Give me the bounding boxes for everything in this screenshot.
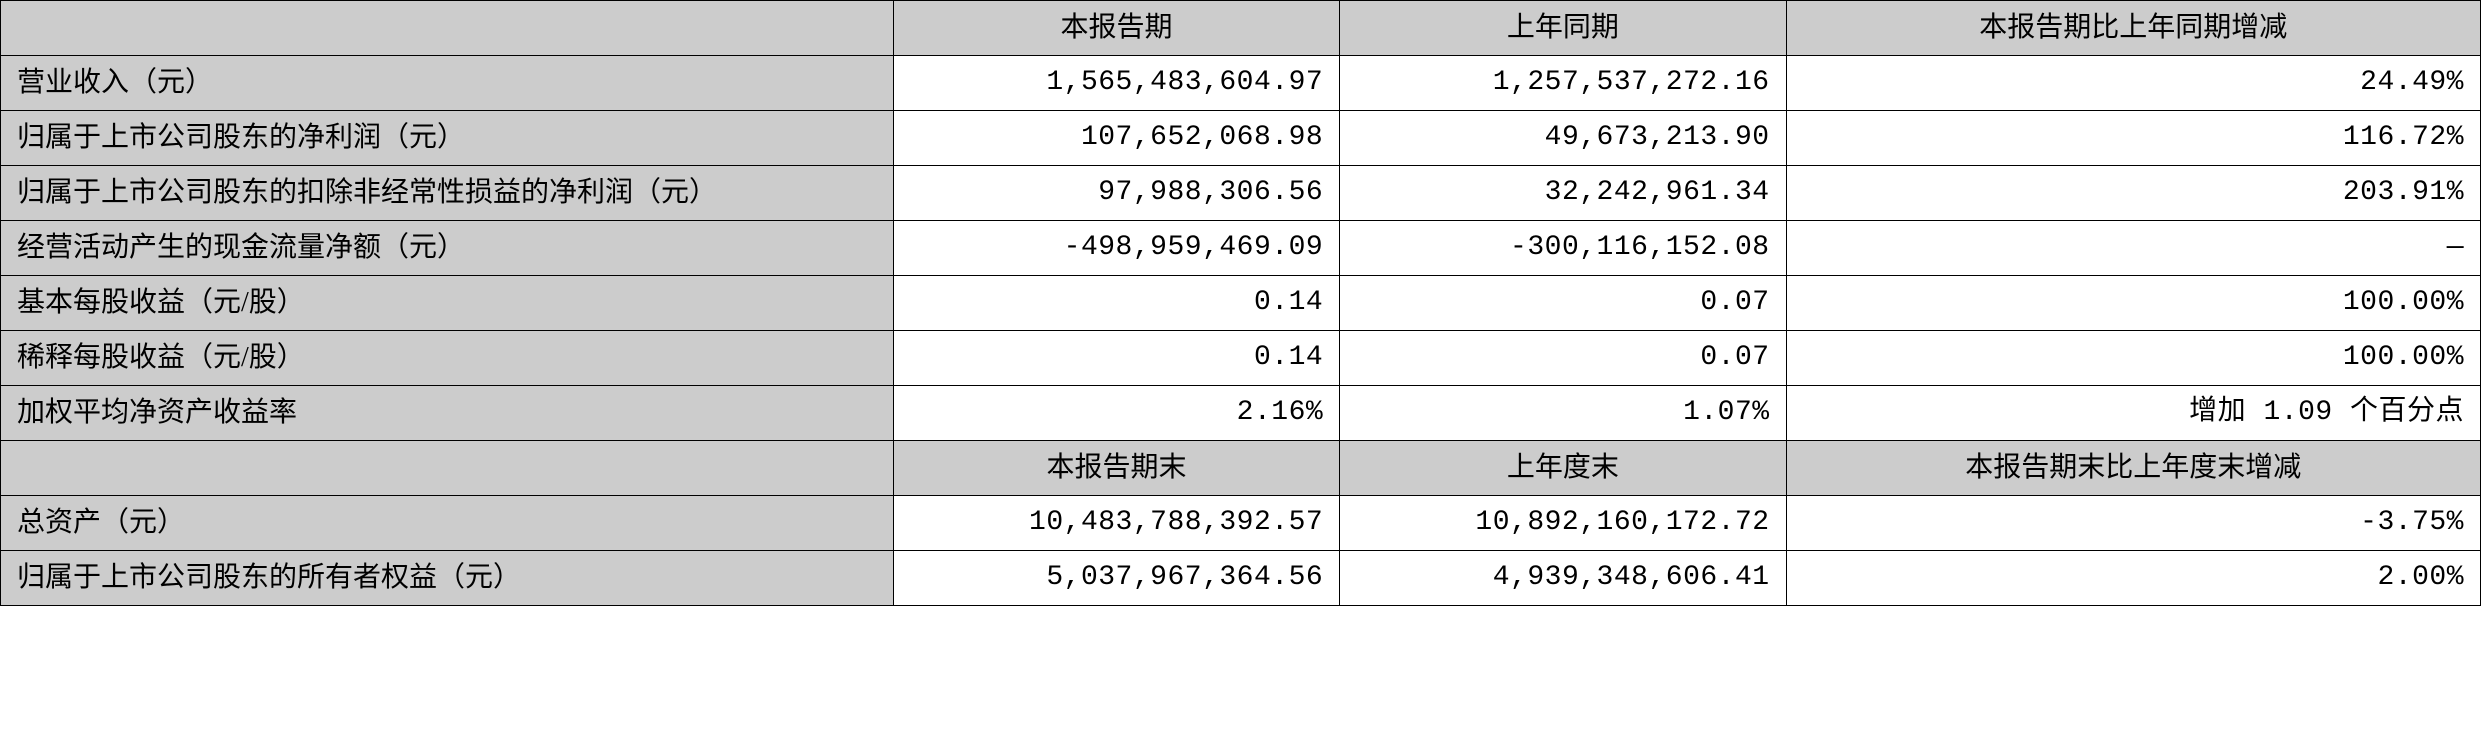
row-value: 1,565,483,604.97 [893, 56, 1339, 111]
table-row: 归属于上市公司股东的所有者权益（元） 5,037,967,364.56 4,93… [1, 551, 2481, 606]
row-value: 100.00% [1786, 276, 2480, 331]
row-value: 0.07 [1340, 276, 1786, 331]
row-value: 4,939,348,606.41 [1340, 551, 1786, 606]
table-row: 稀释每股收益（元/股） 0.14 0.07 100.00% [1, 331, 2481, 386]
header-blank [1, 441, 894, 496]
financial-table: 本报告期 上年同期 本报告期比上年同期增减 营业收入（元） 1,565,483,… [0, 0, 2481, 606]
header-blank [1, 1, 894, 56]
row-value: 203.91% [1786, 166, 2480, 221]
row-value: 49,673,213.90 [1340, 111, 1786, 166]
row-value: 2.16% [893, 386, 1339, 441]
row-label: 营业收入（元） [1, 56, 894, 111]
row-value: 100.00% [1786, 331, 2480, 386]
row-label: 加权平均净资产收益率 [1, 386, 894, 441]
row-label: 基本每股收益（元/股） [1, 276, 894, 331]
table-row: 营业收入（元） 1,565,483,604.97 1,257,537,272.1… [1, 56, 2481, 111]
row-label: 总资产（元） [1, 496, 894, 551]
table-row: 归属于上市公司股东的扣除非经常性损益的净利润（元） 97,988,306.56 … [1, 166, 2481, 221]
row-label: 归属于上市公司股东的所有者权益（元） [1, 551, 894, 606]
row-value: 5,037,967,364.56 [893, 551, 1339, 606]
row-value: 10,892,160,172.72 [1340, 496, 1786, 551]
row-value: 增加 1.09 个百分点 [1786, 386, 2480, 441]
header-change: 本报告期末比上年度末增减 [1786, 441, 2480, 496]
row-value: 0.14 [893, 331, 1339, 386]
row-label: 归属于上市公司股东的净利润（元） [1, 111, 894, 166]
row-value: 32,242,961.34 [1340, 166, 1786, 221]
header-period-end: 本报告期末 [893, 441, 1339, 496]
table-header-row: 本报告期 上年同期 本报告期比上年同期增减 [1, 1, 2481, 56]
header-prior-period: 上年同期 [1340, 1, 1786, 56]
row-value: 107,652,068.98 [893, 111, 1339, 166]
row-value: 97,988,306.56 [893, 166, 1339, 221]
row-value: 1.07% [1340, 386, 1786, 441]
row-label: 稀释每股收益（元/股） [1, 331, 894, 386]
row-value: 1,257,537,272.16 [1340, 56, 1786, 111]
table-row: 基本每股收益（元/股） 0.14 0.07 100.00% [1, 276, 2481, 331]
row-value: -300,116,152.08 [1340, 221, 1786, 276]
row-label: 经营活动产生的现金流量净额（元） [1, 221, 894, 276]
header-prior-year-end: 上年度末 [1340, 441, 1786, 496]
row-value: 116.72% [1786, 111, 2480, 166]
table-row: 总资产（元） 10,483,788,392.57 10,892,160,172.… [1, 496, 2481, 551]
row-value: -3.75% [1786, 496, 2480, 551]
row-value: -498,959,469.09 [893, 221, 1339, 276]
header-current-period: 本报告期 [893, 1, 1339, 56]
row-value: 10,483,788,392.57 [893, 496, 1339, 551]
header-change: 本报告期比上年同期增减 [1786, 1, 2480, 56]
row-value: 2.00% [1786, 551, 2480, 606]
table-row: 经营活动产生的现金流量净额（元） -498,959,469.09 -300,11… [1, 221, 2481, 276]
row-value: 24.49% [1786, 56, 2480, 111]
row-value: — [1786, 221, 2480, 276]
row-label: 归属于上市公司股东的扣除非经常性损益的净利润（元） [1, 166, 894, 221]
table-row: 加权平均净资产收益率 2.16% 1.07% 增加 1.09 个百分点 [1, 386, 2481, 441]
table-header-row: 本报告期末 上年度末 本报告期末比上年度末增减 [1, 441, 2481, 496]
row-value: 0.07 [1340, 331, 1786, 386]
row-value: 0.14 [893, 276, 1339, 331]
table-row: 归属于上市公司股东的净利润（元） 107,652,068.98 49,673,2… [1, 111, 2481, 166]
